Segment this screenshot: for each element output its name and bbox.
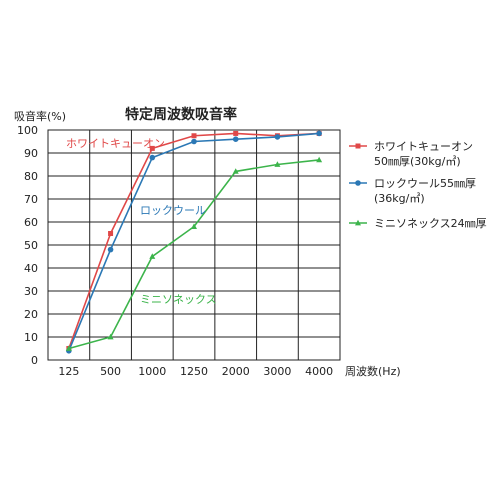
- series-annotation: ロックウール: [140, 204, 206, 217]
- y-tick-label: 100: [17, 124, 38, 137]
- y-tick-label: 50: [24, 239, 38, 252]
- data-point: [65, 345, 72, 351]
- data-point: [149, 253, 156, 259]
- data-point: [149, 145, 155, 151]
- y-tick-label: 10: [24, 331, 38, 344]
- data-point: [107, 333, 114, 340]
- data-point: [274, 134, 281, 140]
- grid: [47, 129, 341, 361]
- data-point: [232, 136, 239, 142]
- y-tick-label: 20: [24, 308, 38, 321]
- data-point: [191, 223, 197, 229]
- data-point: [108, 231, 114, 236]
- y-axis-label: 吸音率(%): [14, 109, 66, 123]
- legend-label: (36kg/㎥): [374, 192, 425, 205]
- y-tick-label: 30: [24, 285, 38, 298]
- y-tick-label: 90: [24, 147, 38, 160]
- data-point: [191, 133, 197, 139]
- x-tick-label: 125: [58, 365, 79, 378]
- x-axis-ticks: 125 500 1000 1250 2000 3000 4000: [58, 365, 333, 378]
- legend-item: ホワイトキューオン 50㎜厚(30kg/㎥): [349, 140, 473, 168]
- series-annotation: ホワイトキューオン: [66, 137, 165, 150]
- legend: ホワイトキューオン 50㎜厚(30kg/㎥) ロックウール55㎜厚 (36kg/㎥) ミ…: [349, 140, 487, 230]
- data-point: [191, 138, 197, 145]
- legend-swatch-marker: [355, 143, 361, 149]
- data-point: [274, 161, 281, 167]
- x-axis-label: 周波数(Hz): [345, 365, 401, 378]
- series-line: [68, 132, 320, 349]
- x-tick-label: 500: [100, 365, 121, 378]
- legend-swatch-marker: [355, 180, 361, 186]
- data-point: [149, 154, 156, 161]
- data-point: [233, 130, 239, 136]
- data-point: [316, 130, 322, 137]
- legend-label: ロックウール55㎜厚: [374, 177, 476, 190]
- x-tick-label: 1250: [180, 365, 208, 378]
- legend-swatch-marker: [355, 219, 361, 226]
- y-tick-label: 0: [31, 354, 38, 367]
- y-axis-ticks: 0 10 20 30 40 50 60 70 80 90 100: [17, 124, 38, 367]
- data-point: [316, 156, 323, 163]
- legend-label: ホワイトキューオン: [374, 140, 473, 153]
- y-tick-label: 40: [24, 262, 38, 275]
- series-line: [68, 132, 320, 352]
- series-3: [65, 156, 323, 351]
- series-line: [68, 159, 320, 350]
- y-tick-label: 70: [24, 193, 38, 206]
- x-tick-label: 1000: [138, 365, 166, 378]
- legend-label: 50㎜厚(30kg/㎥): [374, 155, 461, 168]
- x-tick-label: 4000: [305, 365, 333, 378]
- legend-item: ロックウール55㎜厚 (36kg/㎥): [349, 177, 476, 205]
- legend-label: ミニソネックス24㎜厚: [374, 217, 487, 230]
- y-tick-label: 80: [24, 170, 38, 183]
- data-point: [232, 168, 239, 174]
- x-tick-label: 3000: [263, 365, 291, 378]
- series-2: [66, 130, 322, 354]
- x-tick-label: 2000: [222, 365, 250, 378]
- chart-title: 特定周波数吸音率: [125, 106, 237, 123]
- series-annotation: ミニソネックス: [140, 293, 217, 306]
- legend-item: ミニソネックス24㎜厚: [349, 217, 487, 230]
- data-point: [107, 246, 114, 253]
- plot-series: [65, 130, 323, 354]
- y-tick-label: 60: [24, 216, 38, 229]
